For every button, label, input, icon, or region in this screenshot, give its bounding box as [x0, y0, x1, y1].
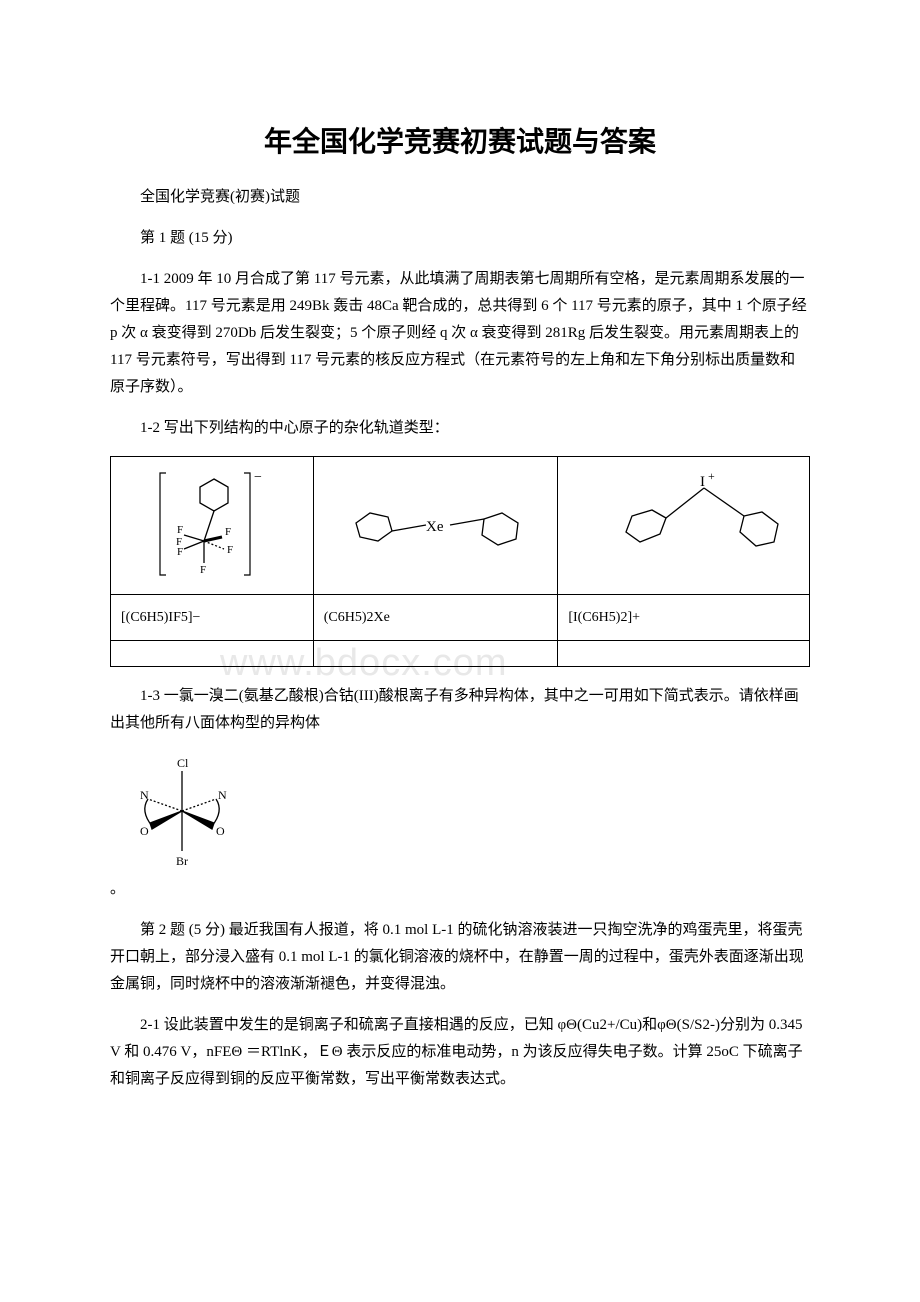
q1-1-text: 1-1 2009 年 10 月合成了第 117 号元素，从此填满了周期表第七周期… [110, 266, 810, 401]
svg-text:Br: Br [176, 854, 188, 868]
svg-text:+: + [708, 469, 715, 483]
svg-text:O: O [140, 824, 149, 838]
diphenyl-xenon-icon: Xe [326, 483, 546, 568]
svg-text:F: F [177, 546, 183, 558]
page-title: 年全国化学竞赛初赛试题与答案 [110, 120, 810, 160]
svg-text:F: F [227, 544, 233, 556]
svg-text:Xe: Xe [426, 519, 444, 535]
svg-text:N: N [218, 788, 227, 802]
struct-cell-a-diagram: F F F F F F − [111, 457, 314, 595]
struct-label-b: (C6H5)2Xe [313, 595, 558, 641]
svg-text:Cl: Cl [177, 756, 189, 770]
q1-2-text: 1-2 写出下列结构的中心原子的杂化轨道类型： [110, 415, 810, 442]
struct-answer-c [558, 641, 810, 667]
struct-label-c: [I(C6H5)2]+ [558, 595, 810, 641]
svg-text:N: N [140, 788, 149, 802]
struct-cell-c-diagram: I + [558, 457, 810, 595]
svg-text:O: O [216, 824, 225, 838]
q2-1-text: 2-1 设此装置中发生的是铜离子和硫离子直接相遇的反应，已知 φΘ(Cu2+/C… [110, 1012, 810, 1093]
struct-label-a: [(C6H5)IF5]− [111, 595, 314, 641]
svg-text:F: F [200, 564, 206, 576]
svg-text:F: F [177, 524, 183, 536]
svg-text:I: I [700, 474, 705, 490]
diphenyl-iodonium-icon: I + [574, 468, 794, 583]
svg-text:−: − [254, 470, 262, 485]
struct-cell-b-diagram: Xe [313, 457, 558, 595]
subtitle: 全国化学竞赛(初赛)试题 [110, 184, 810, 211]
structure-table: F F F F F F − [110, 456, 810, 667]
q1-header: 第 1 题 (15 分) [110, 225, 810, 252]
q2-header: 第 2 题 (5 分) 最近我国有人报道，将 0.1 mol L-1 的硫化钠溶… [110, 917, 810, 998]
q1-3-text: 1-3 一氯一溴二(氨基乙酸根)合钴(III)酸根离子有多种异构体，其中之一可用… [110, 683, 810, 737]
struct-answer-b [313, 641, 558, 667]
struct-answer-a [111, 641, 314, 667]
svg-text:F: F [225, 526, 231, 538]
document-body: 年全国化学竞赛初赛试题与答案 全国化学竞赛(初赛)试题 第 1 题 (15 分)… [110, 120, 810, 1093]
iodine-pentafluoride-phenyl-icon: F F F F F F − [132, 463, 292, 588]
cobalt-complex-icon: Cl Br N N O O [102, 751, 810, 886]
